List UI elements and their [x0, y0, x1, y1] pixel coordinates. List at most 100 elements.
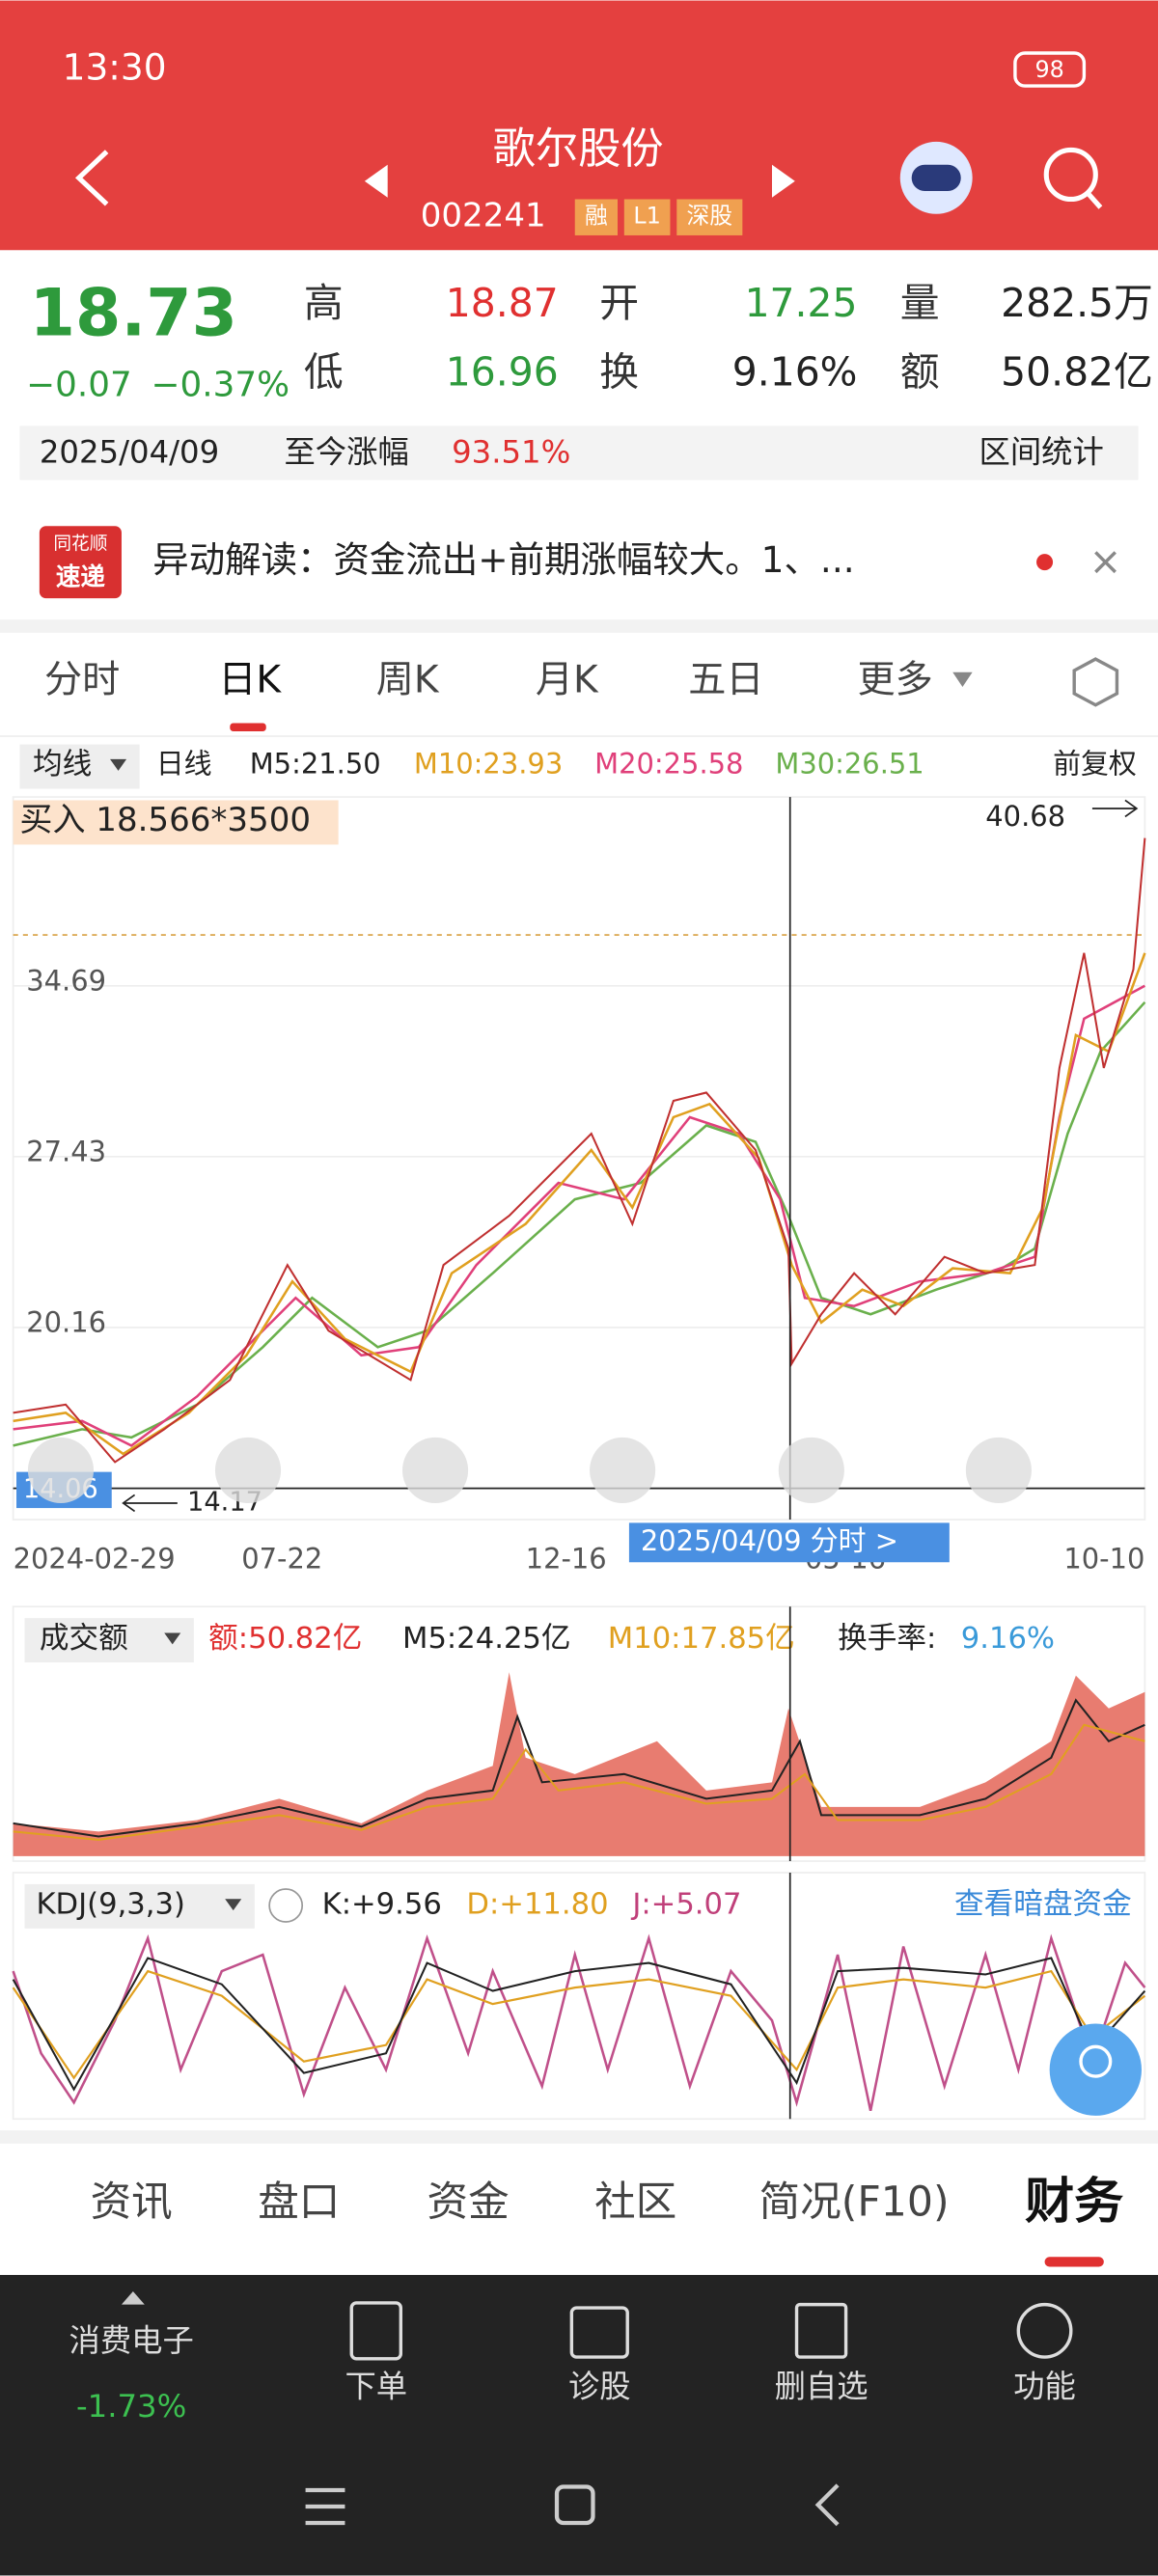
- low: 16.96: [446, 349, 559, 396]
- bottom-tab[interactable]: 盘口: [258, 2179, 340, 2226]
- battery-level: 98: [1035, 56, 1064, 83]
- chart-controls: [27, 1437, 1032, 1503]
- volume-m10: M10:17.85亿: [608, 1622, 795, 1656]
- bottom-tab[interactable]: 资金: [427, 2179, 510, 2226]
- dropdown: [110, 758, 127, 771]
- kdj-link[interactable]: 查看暗盘资金: [954, 1888, 1132, 1922]
- amount: 50.82亿: [1001, 349, 1153, 396]
- label: 额: [900, 349, 940, 396]
- next-stock[interactable]: [772, 164, 795, 198]
- volume-m5: M5:24.25亿: [402, 1622, 571, 1656]
- bottom-tab[interactable]: 社区: [594, 2179, 676, 2226]
- dropdown: [225, 1899, 242, 1911]
- range-value: 93.51%: [452, 433, 570, 470]
- tab-indicator: [1044, 2257, 1104, 2267]
- sector-name[interactable]: 消费电子: [69, 2322, 194, 2359]
- settings-icon[interactable]: [1072, 657, 1119, 707]
- toolbar-item[interactable]: 删自选: [775, 2368, 868, 2404]
- label: 高: [304, 280, 344, 326]
- kdj-j-line: [12, 1933, 1146, 2112]
- bottom-tab[interactable]: 简况(F10): [759, 2179, 950, 2226]
- tag-bg: [574, 199, 618, 235]
- news-text[interactable]: 异动解读：资金流出+前期涨幅较大。1、...: [152, 538, 854, 581]
- range-button[interactable]: 区间统计: [979, 433, 1104, 470]
- date-label: 10-10: [1063, 1543, 1144, 1576]
- expand-arrow: [121, 2291, 145, 2305]
- status-time: 13:30: [63, 46, 167, 89]
- price: 18.73: [30, 276, 237, 352]
- unread-dot: [1036, 554, 1054, 571]
- nav-back-button[interactable]: [814, 2483, 840, 2527]
- tab[interactable]: 月K: [536, 658, 599, 701]
- volume-selector-text: 成交额: [40, 1622, 128, 1656]
- tab[interactable]: 更多: [858, 658, 933, 701]
- range-bar[interactable]: [19, 425, 1139, 480]
- control[interactable]: [27, 1437, 95, 1503]
- diagnose-icon: [569, 2306, 629, 2359]
- close-news[interactable]: [1094, 551, 1117, 574]
- sector-change: -1.73%: [76, 2388, 186, 2425]
- toolbar-item[interactable]: 诊股: [568, 2368, 631, 2404]
- trade-note-bg: [13, 800, 339, 845]
- label: 换: [599, 349, 639, 396]
- kdj-selector[interactable]: [24, 1883, 255, 1929]
- volume-amount: 额:50.82亿: [208, 1622, 362, 1656]
- tab[interactable]: 周K: [376, 658, 440, 701]
- ma20-line: [13, 984, 1145, 1447]
- news-logo: [39, 526, 122, 599]
- divider: [0, 619, 1158, 633]
- volume-selector[interactable]: [24, 1618, 194, 1663]
- label: 低: [304, 349, 344, 396]
- ma-selector-text: 均线: [33, 748, 92, 781]
- date-label: 07-22: [241, 1543, 322, 1576]
- toolbar-item[interactable]: 功能: [1013, 2368, 1076, 2404]
- volume: 282.5万: [1001, 280, 1153, 326]
- home-button[interactable]: [554, 2484, 595, 2526]
- adjust[interactable]: 前复权: [1053, 748, 1137, 781]
- help-icon[interactable]: [268, 1888, 304, 1923]
- tips-button[interactable]: [1049, 2023, 1142, 2116]
- control[interactable]: [402, 1437, 469, 1503]
- control[interactable]: [590, 1437, 656, 1503]
- label: 量: [900, 280, 940, 326]
- trade-note: 买入 18.566*3500: [19, 801, 311, 839]
- control[interactable]: [214, 1437, 282, 1503]
- bottom-tab[interactable]: 资讯: [91, 2179, 173, 2226]
- menu-button[interactable]: [305, 2487, 345, 2526]
- control[interactable]: [778, 1437, 844, 1503]
- ma30: M30:26.51: [775, 748, 924, 781]
- tab[interactable]: 分时: [44, 658, 120, 701]
- kdj-k-line: [12, 1957, 1146, 2092]
- control[interactable]: [965, 1437, 1032, 1503]
- price-label: 34.69: [26, 964, 106, 997]
- change: −0.07: [26, 366, 132, 405]
- remove-icon: [794, 2302, 848, 2359]
- grid: [13, 984, 1145, 1329]
- prev-stock[interactable]: [364, 164, 388, 198]
- period: 日线: [156, 748, 212, 781]
- tag-bg: [623, 199, 671, 235]
- back-button[interactable]: [74, 150, 109, 206]
- tag: 融: [585, 203, 608, 230]
- kdj-j: J:+5.07: [630, 1888, 741, 1922]
- function-icon: [1016, 2302, 1073, 2359]
- price-label: 20.16: [26, 1305, 106, 1338]
- bulb-icon: [1079, 2044, 1113, 2078]
- divider: [0, 2130, 1158, 2144]
- stock-code: 002241: [421, 197, 546, 235]
- price-label: 27.43: [26, 1135, 106, 1167]
- tag-bg: [676, 199, 743, 235]
- ma5: M5:21.50: [250, 748, 381, 781]
- change-pct: −0.37%: [152, 366, 290, 405]
- cursor-label-bg[interactable]: [628, 1522, 950, 1563]
- bottom-tab-active[interactable]: 财务: [1025, 2174, 1123, 2231]
- search-icon[interactable]: [1043, 147, 1098, 203]
- robot-face: [911, 164, 961, 191]
- toolbar-item[interactable]: 下单: [345, 2368, 407, 2404]
- label: 开: [599, 280, 639, 326]
- tab-active[interactable]: 日K: [218, 658, 282, 701]
- max-label: 40.68: [985, 800, 1065, 833]
- tab[interactable]: 五日: [688, 658, 763, 701]
- tag: 深股: [686, 203, 732, 230]
